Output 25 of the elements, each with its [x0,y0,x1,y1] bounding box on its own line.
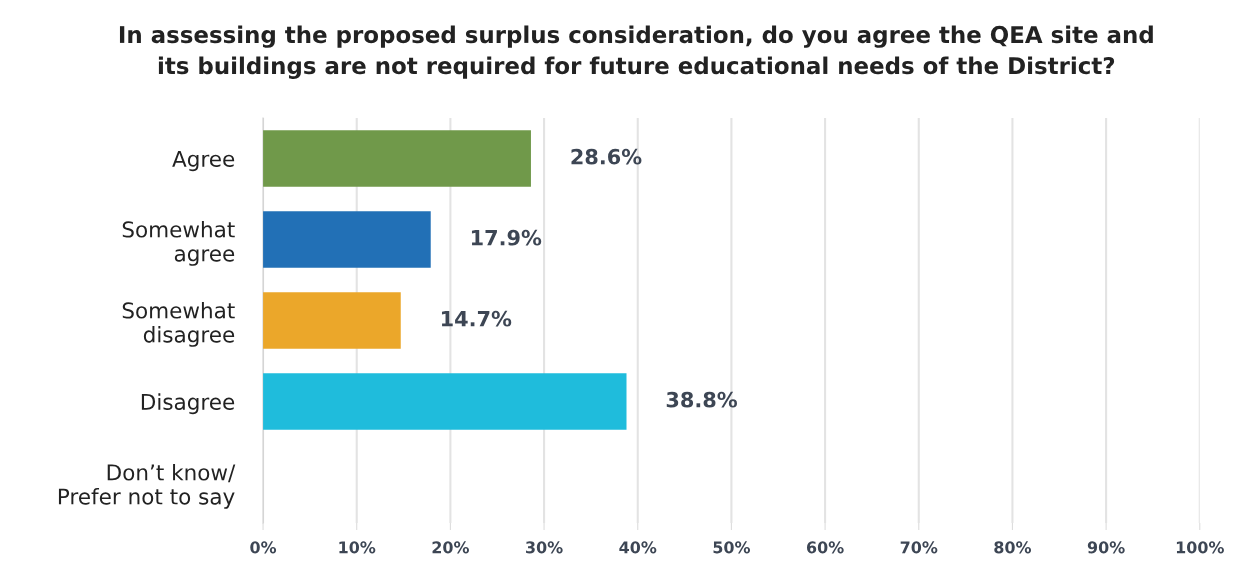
y-tick-label: Disagree [141,393,235,415]
y-tick-label: Agree [172,150,235,172]
data-label: 28.6% [571,148,642,165]
y-tick-label: Somewhat disagree [122,301,235,347]
x-tick-label: 100% [1176,541,1224,554]
x-tick-label: 50% [713,541,751,554]
y-tick-label: Don’t know/ Prefer not to say [58,463,236,509]
x-tick-label: 80% [994,541,1032,554]
x-tick-label: 70% [900,541,938,554]
bar [263,292,401,349]
data-label: 38.8% [666,391,737,408]
x-tick-label: 40% [619,541,657,554]
x-tick-label: 10% [339,541,376,554]
bar [263,211,431,268]
x-tick-label: 20% [432,541,469,554]
x-tick-label: 30% [526,541,563,554]
x-tick-label: 60% [806,541,844,554]
data-label: 17.9% [471,229,542,246]
bar [263,373,627,430]
y-tick-label: Somewhat agree [122,220,235,266]
x-tick-label: 90% [1087,541,1125,554]
data-label: 14.7% [441,310,512,327]
bar [263,130,531,187]
x-tick-label: 0% [250,541,277,554]
chart-title: In assessing the proposed surplus consideration, do you agree the QEA site and its buildings are not required for future educational needs of the District? [119,25,1153,79]
